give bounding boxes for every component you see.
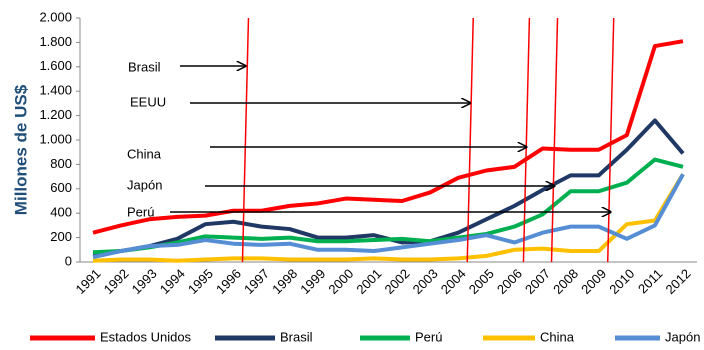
series-line — [92, 173, 685, 263]
legend-label: China — [540, 329, 575, 344]
y-tick-label: 1.800 — [39, 34, 72, 49]
x-tick-label: 2012 — [662, 266, 693, 297]
reference-line — [241, 17, 250, 263]
reference-line — [466, 17, 474, 263]
legend-label: Japón — [665, 329, 700, 344]
x-tick-label: 2011 — [635, 266, 665, 296]
x-tick-label: 1993 — [129, 266, 160, 297]
x-tick-label: 1996 — [213, 266, 244, 297]
x-tick-label: 2008 — [550, 266, 581, 297]
reference-line — [522, 17, 531, 263]
y-tick-label: 600 — [50, 180, 72, 195]
y-tick-label: 0 — [65, 253, 72, 268]
annotation-label: Brasil — [128, 59, 161, 74]
y-axis-title: Millones de US$ — [11, 84, 30, 215]
x-tick-label: 2001 — [353, 266, 384, 297]
x-tick-label: 2002 — [382, 266, 413, 297]
x-tick-label: 1997 — [241, 266, 272, 297]
x-tick-label: 1994 — [157, 266, 188, 297]
y-tick-label: 200 — [50, 229, 72, 244]
y-tick-label: 400 — [50, 205, 72, 220]
reference-line — [606, 17, 615, 263]
annotation-label: Japón — [127, 177, 162, 192]
x-tick-label: 2009 — [578, 266, 609, 297]
x-tick-label: 1998 — [269, 266, 300, 297]
series-line — [92, 118, 685, 256]
x-tick-label: 1991 — [72, 266, 103, 297]
y-tick-label: 2.000 — [39, 9, 72, 24]
x-tick-label: 2010 — [606, 266, 637, 297]
series-line — [92, 157, 684, 255]
x-tick-label: 1999 — [297, 266, 328, 297]
y-tick-label: 1.600 — [39, 58, 72, 73]
annotation-label: Perú — [127, 204, 154, 219]
annotation-label: China — [127, 146, 162, 161]
legend-label: Brasil — [280, 329, 313, 344]
y-tick-label: 800 — [50, 156, 72, 171]
x-tick-label: 1992 — [101, 266, 132, 297]
x-tick-label: 2006 — [494, 266, 525, 297]
series-line — [92, 173, 685, 260]
y-tick-label: 1.000 — [39, 131, 72, 146]
x-tick-label: 2005 — [466, 266, 497, 297]
x-tick-label: 1995 — [185, 266, 216, 297]
x-tick-label: 2004 — [438, 266, 469, 297]
x-tick-label: 2000 — [325, 266, 356, 297]
x-tick-label: 2003 — [410, 266, 441, 297]
y-tick-label: 1.200 — [39, 107, 72, 122]
series-line — [92, 39, 684, 235]
x-tick-label: 2007 — [522, 266, 553, 297]
annotation-label: EEUU — [130, 94, 166, 109]
reference-line — [550, 17, 559, 263]
legend-label: Estados Unidos — [100, 329, 192, 344]
y-tick-label: 1.400 — [39, 83, 72, 98]
legend-label: Perú — [415, 329, 442, 344]
